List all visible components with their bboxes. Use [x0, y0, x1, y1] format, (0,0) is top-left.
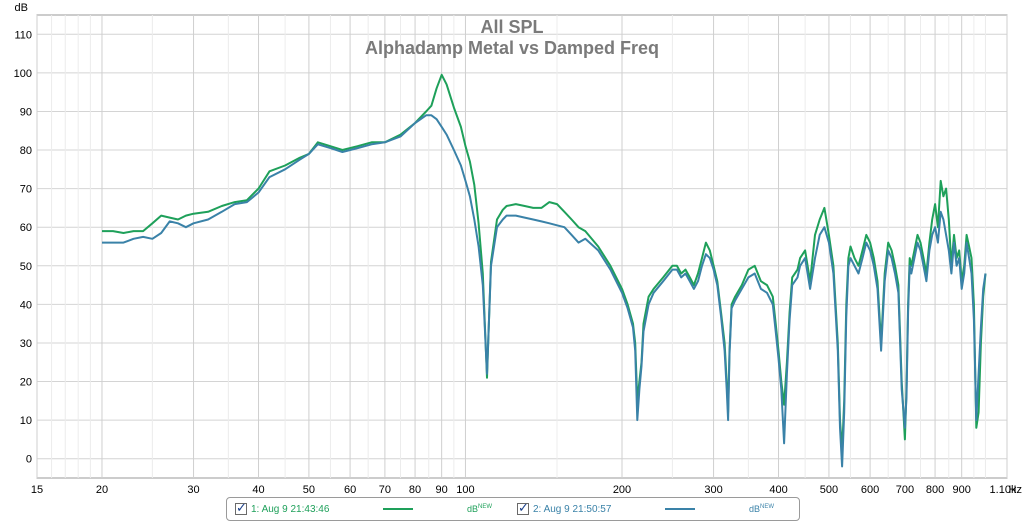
chart-title: All SPL: [480, 17, 543, 37]
series-2-unit: dBNEW: [749, 504, 775, 514]
legend-item-2[interactable]: 2: Aug 9 21:50:57: [517, 500, 612, 517]
y-axis-label: dB: [15, 2, 28, 14]
y-tick-label: 10: [20, 415, 32, 427]
y-tick-label: 20: [20, 377, 32, 389]
legend-item-1[interactable]: 1: Aug 9 21:43:46: [235, 500, 330, 517]
x-tick-label: 80: [409, 484, 421, 495]
y-tick-label: 70: [20, 184, 32, 196]
series-2-swatch: [665, 508, 695, 510]
x-tick-label: 15: [31, 484, 43, 495]
x-axis-unit: Hz: [1009, 484, 1022, 495]
x-tick-label: 100: [456, 484, 474, 495]
x-tick-label: 70: [379, 484, 391, 495]
x-tick-label: 900: [953, 484, 971, 495]
series-1-label: 1: Aug 9 21:43:46: [251, 503, 330, 515]
x-tick-label: 60: [344, 484, 356, 495]
y-tick-label: 30: [20, 338, 32, 350]
legend: 1: Aug 9 21:43:46 dBNEW 2: Aug 9 21:50:5…: [226, 497, 800, 521]
y-tick-label: 40: [20, 299, 32, 311]
y-tick-label: 100: [14, 68, 32, 80]
x-tick-label: 30: [187, 484, 199, 495]
series-1-swatch: [383, 508, 413, 510]
y-tick-label: 110: [14, 29, 32, 41]
series-1-checkbox[interactable]: [235, 500, 247, 516]
y-tick-label: 0: [26, 454, 32, 466]
y-tick-label: 50: [20, 261, 32, 273]
x-tick-label: 20: [96, 484, 108, 495]
plot-area: [36, 14, 1008, 479]
x-tick-label: 50: [303, 484, 315, 495]
x-tick-label: 700: [896, 484, 914, 495]
series-line-2: [102, 114, 987, 468]
y-axis-ticks: 0 10 20 30 40 50 60 70 80 90 100 110: [14, 29, 32, 465]
x-tick-label: 400: [769, 484, 787, 495]
x-tick-label: 1.10k: [990, 484, 1017, 495]
x-tick-label: 90: [436, 484, 448, 495]
y-tick-label: 90: [20, 106, 32, 118]
chart-subtitle: Alphadamp Metal vs Damped Freq: [365, 38, 659, 58]
series-2-label: 2: Aug 9 21:50:57: [533, 503, 612, 515]
x-tick-label: 300: [704, 484, 722, 495]
grid: [36, 15, 1008, 478]
x-tick-label: 600: [861, 484, 879, 495]
series-lines: [102, 73, 987, 468]
series-1-unit: dBNEW: [467, 504, 493, 514]
y-tick-label: 60: [20, 222, 32, 234]
x-tick-label: 200: [613, 484, 631, 495]
series-2-checkbox[interactable]: [517, 500, 529, 516]
x-tick-label: 500: [820, 484, 838, 495]
y-tick-label: 80: [20, 145, 32, 157]
x-axis-ticks: 15 20 30 40 50 60 70 80 90 100 200 300 400 500 600 700 8…: [31, 484, 1017, 495]
x-tick-label: 800: [926, 484, 944, 495]
spl-chart: 0 10 20 30 40 50 60 70 80 90 100 110 15 20 30 40 50 60 70…: [14, 2, 1022, 495]
x-tick-label: 40: [252, 484, 264, 495]
